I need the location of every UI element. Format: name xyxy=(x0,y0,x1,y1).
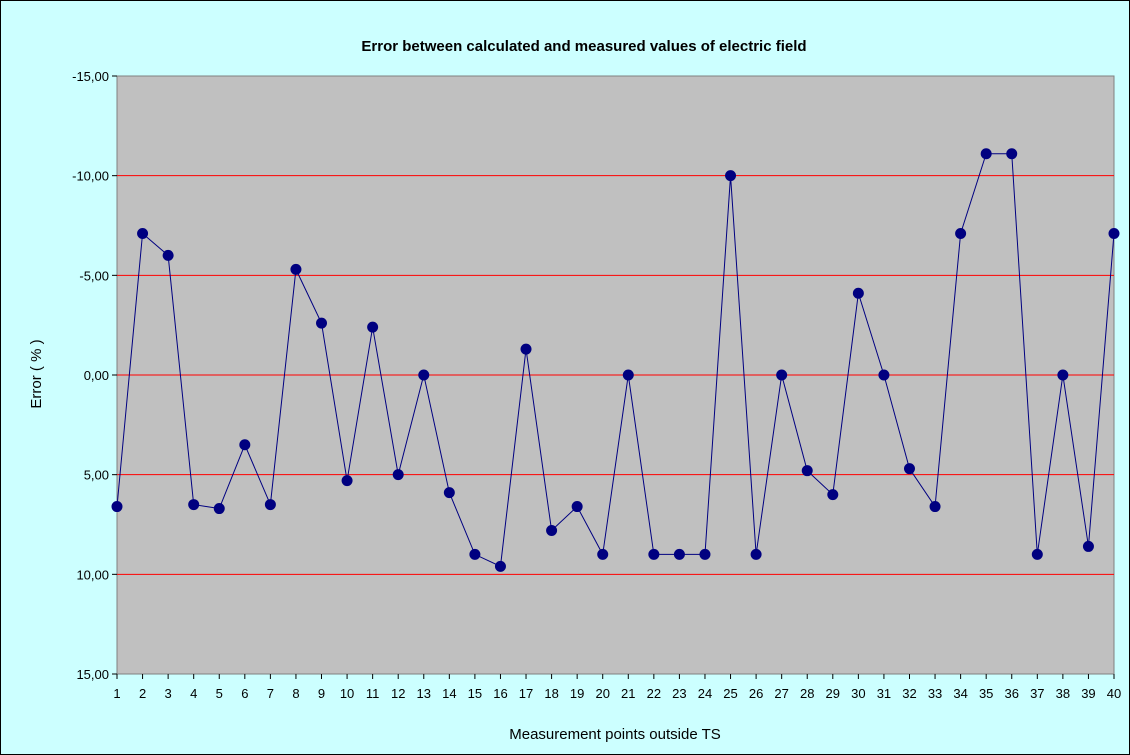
x-tick-label: 17 xyxy=(519,686,533,701)
x-tick-label: 31 xyxy=(877,686,891,701)
x-tick-label: 8 xyxy=(292,686,299,701)
x-tick-label: 22 xyxy=(647,686,661,701)
data-point xyxy=(494,560,506,572)
x-tick-label: 24 xyxy=(698,686,712,701)
data-point xyxy=(316,317,328,329)
x-tick-label: 39 xyxy=(1081,686,1095,701)
x-tick-label: 38 xyxy=(1056,686,1070,701)
x-tick-label: 33 xyxy=(928,686,942,701)
x-tick-label: 11 xyxy=(366,686,380,701)
y-axis-label: Error ( % ) xyxy=(28,339,45,408)
x-tick-label: 14 xyxy=(442,686,456,701)
x-tick-label: 35 xyxy=(979,686,993,701)
y-tick-label: -15,00 xyxy=(72,69,109,84)
data-point xyxy=(801,465,813,477)
x-tick-label: 29 xyxy=(826,686,840,701)
x-tick-label: 13 xyxy=(417,686,431,701)
x-tick-label: 28 xyxy=(800,686,814,701)
y-tick-label: 15,00 xyxy=(76,667,109,682)
data-point xyxy=(162,249,174,261)
x-tick-label: 2 xyxy=(139,686,146,701)
data-point xyxy=(546,524,558,536)
data-point xyxy=(188,499,200,511)
data-point xyxy=(1082,540,1094,552)
grid-lines xyxy=(117,175,1114,575)
x-tick-label: 3 xyxy=(165,686,172,701)
y-tick-label: -5,00 xyxy=(79,268,109,283)
x-tick-label: 34 xyxy=(953,686,967,701)
data-point xyxy=(673,548,685,560)
x-tick-label: 12 xyxy=(391,686,405,701)
data-point xyxy=(622,369,634,381)
data-point xyxy=(213,503,225,515)
x-tick-label: 25 xyxy=(723,686,737,701)
data-point xyxy=(699,548,711,560)
data-point xyxy=(827,489,839,501)
x-tick-label: 4 xyxy=(190,686,197,701)
chart-title: Error between calculated and measured va… xyxy=(361,38,806,55)
data-point xyxy=(725,170,737,182)
data-point xyxy=(341,475,353,487)
data-point xyxy=(878,369,890,381)
y-tick-label: -10,00 xyxy=(72,169,109,184)
x-tick-label: 32 xyxy=(902,686,916,701)
x-tick-label: 21 xyxy=(621,686,635,701)
data-point xyxy=(1006,148,1018,160)
data-point xyxy=(1108,227,1120,239)
data-point xyxy=(571,501,583,513)
x-tick-label: 15 xyxy=(468,686,482,701)
data-point xyxy=(469,548,481,560)
data-point xyxy=(418,369,430,381)
data-point xyxy=(520,343,532,355)
data-point xyxy=(980,148,992,160)
data-point xyxy=(597,548,609,560)
data-point xyxy=(852,287,864,299)
data-point xyxy=(239,439,251,451)
x-tick-label: 10 xyxy=(340,686,354,701)
data-point xyxy=(137,227,149,239)
x-tick-label: 1 xyxy=(113,686,120,701)
x-tick-label: 9 xyxy=(318,686,325,701)
x-tick-label: 23 xyxy=(672,686,686,701)
y-tick-label: 10,00 xyxy=(76,567,109,582)
data-point xyxy=(648,548,660,560)
data-point xyxy=(929,501,941,513)
x-tick-label: 36 xyxy=(1005,686,1019,701)
x-tick-label: 37 xyxy=(1030,686,1044,701)
x-tick-label: 16 xyxy=(493,686,507,701)
x-tick-label: 18 xyxy=(544,686,558,701)
series-layer xyxy=(111,148,1120,572)
y-tick-label: 0,00 xyxy=(84,368,109,383)
x-tick-label: 19 xyxy=(570,686,584,701)
data-point xyxy=(955,227,967,239)
x-tick-label: 5 xyxy=(216,686,223,701)
y-tick-label: 5,00 xyxy=(84,468,109,483)
x-tick-label: 40 xyxy=(1107,686,1121,701)
data-point xyxy=(903,463,915,475)
x-tick-label: 30 xyxy=(851,686,865,701)
data-point xyxy=(367,321,379,333)
y-axis-ticks: -15,00 -10,00 -5,00 0,00 5,00 10,00 15,00 xyxy=(72,69,117,682)
x-tick-label: 26 xyxy=(749,686,763,701)
series-line xyxy=(116,153,1115,568)
x-tick-label: 7 xyxy=(267,686,274,701)
x-tick-label: 20 xyxy=(595,686,609,701)
data-point xyxy=(264,499,276,511)
x-axis-label: Measurement points outside TS xyxy=(509,726,721,743)
data-point xyxy=(290,263,302,275)
data-point xyxy=(1057,369,1069,381)
data-point xyxy=(443,487,455,499)
data-point xyxy=(392,469,404,481)
x-tick-label: 27 xyxy=(774,686,788,701)
x-axis-ticks: 1 2 3 4 5 6 7 8 9 10 11 12 13 14 15 16 17 18 19 20 21 22 23 24 2… xyxy=(113,674,1121,701)
x-tick-label: 6 xyxy=(241,686,248,701)
data-point xyxy=(776,369,788,381)
data-point xyxy=(111,501,123,513)
data-point xyxy=(750,548,762,560)
data-point xyxy=(1031,548,1043,560)
